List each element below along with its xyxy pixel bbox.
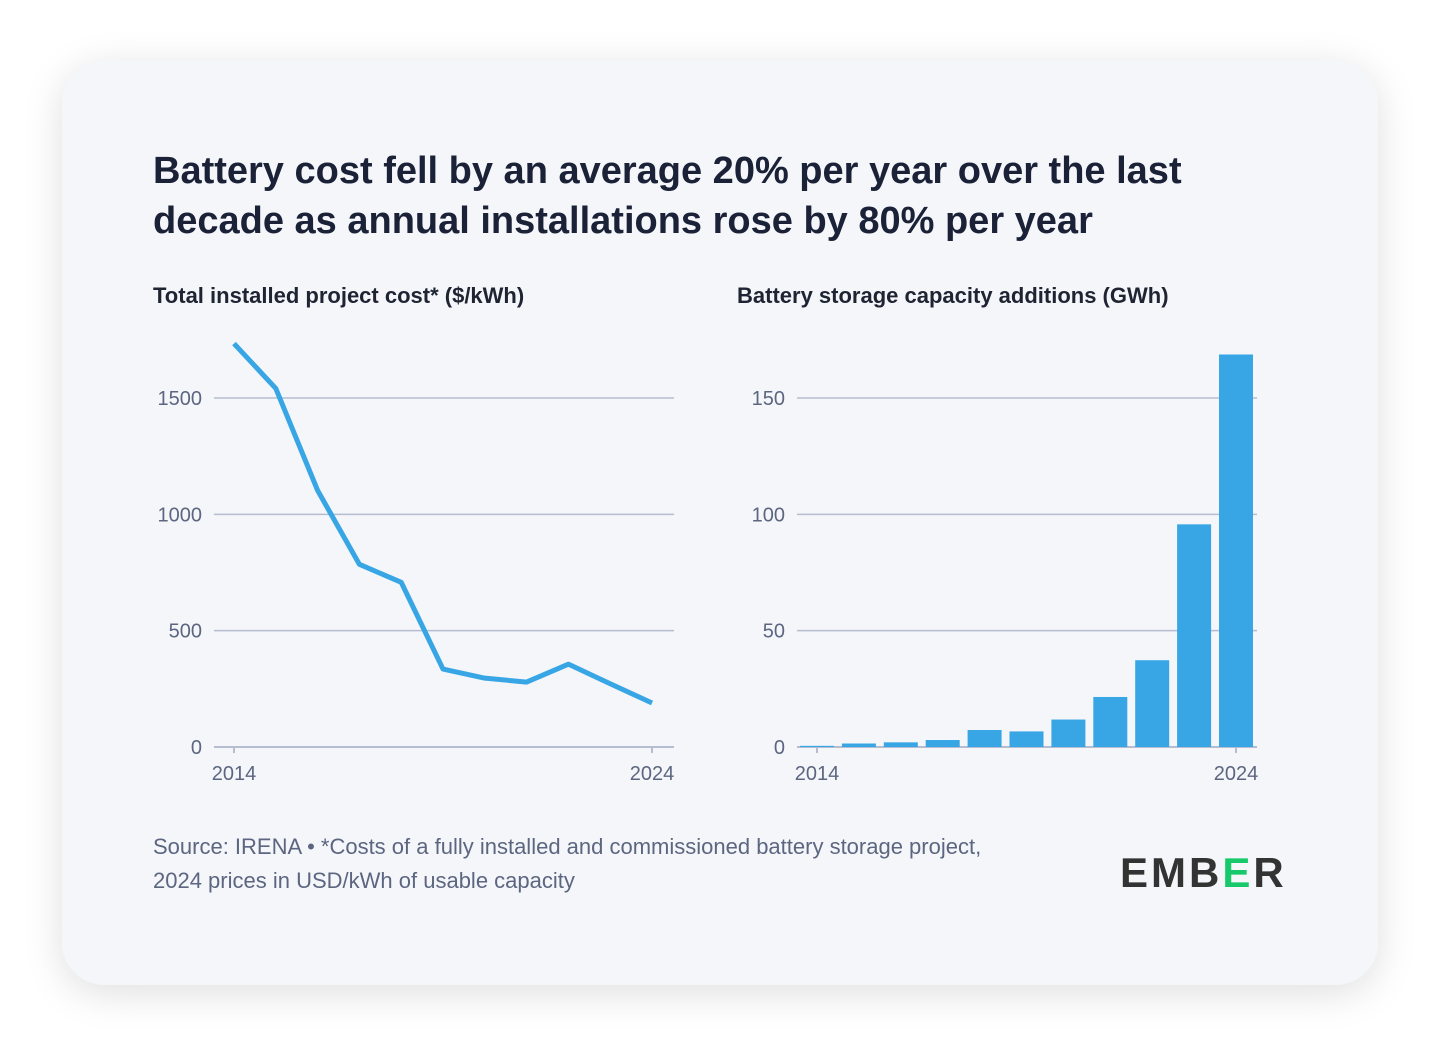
capacity-bar: [1009, 731, 1044, 747]
x-tick-label: 2014: [212, 763, 257, 785]
y-tick-label: 150: [752, 388, 785, 410]
capacity-bar: [1093, 696, 1128, 747]
y-tick-label: 1500: [158, 388, 203, 410]
x-tick-label: 2014: [795, 763, 840, 785]
capacity-bar: [925, 740, 960, 747]
source-note: Source: IRENA • *Costs of a fully instal…: [153, 834, 982, 893]
y-tick-label: 500: [169, 621, 202, 643]
x-tick-label: 2024: [1214, 763, 1259, 785]
left-chart-title: Total installed project cost* ($/kWh): [153, 283, 525, 308]
cost-line: [232, 341, 654, 706]
capacity-bar: [1135, 660, 1170, 747]
capacity-bar: [967, 730, 1002, 747]
chart-card: [62, 60, 1378, 985]
x-tick-label: 2024: [630, 763, 675, 785]
right-chart-title: Battery storage capacity additions (GWh): [737, 283, 1169, 308]
logo-accent: E: [1222, 849, 1254, 896]
capacity-bar: [883, 742, 918, 747]
capacity-bar: [1177, 524, 1212, 747]
y-tick-label: 0: [774, 737, 785, 759]
ember-logo: EMBER: [1120, 849, 1287, 897]
capacity-bar: [1051, 719, 1086, 747]
capacity-bar: [841, 743, 876, 747]
chart-title: Battery cost fell by an average 20% per …: [153, 150, 1182, 242]
logo-text: EMB: [1120, 849, 1223, 896]
y-tick-label: 0: [191, 737, 202, 759]
y-tick-label: 100: [752, 504, 785, 526]
logo-text-end: R: [1253, 849, 1287, 896]
capacity-bar: [800, 745, 834, 747]
capacity-bar: [1219, 354, 1253, 747]
y-tick-label: 50: [763, 621, 785, 643]
y-tick-label: 1000: [158, 504, 203, 526]
